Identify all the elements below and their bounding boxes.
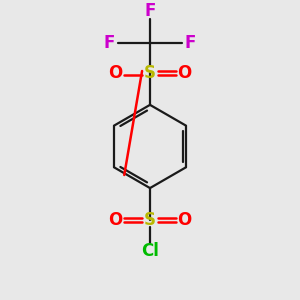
Text: F: F xyxy=(185,34,196,52)
Text: S: S xyxy=(144,64,156,82)
Text: O: O xyxy=(108,64,122,82)
Text: F: F xyxy=(144,2,156,20)
Text: F: F xyxy=(104,34,115,52)
Text: S: S xyxy=(144,211,156,229)
Text: O: O xyxy=(108,211,122,229)
Text: Cl: Cl xyxy=(141,242,159,260)
Text: O: O xyxy=(178,64,192,82)
Text: O: O xyxy=(178,211,192,229)
